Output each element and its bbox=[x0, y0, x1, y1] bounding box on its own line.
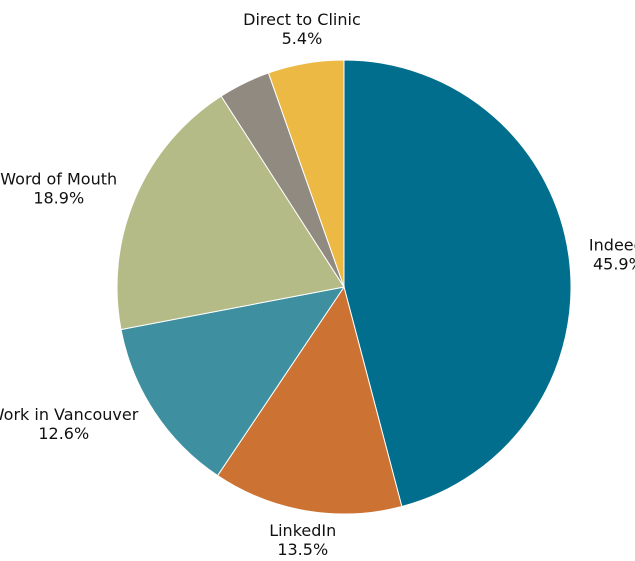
slice-label: LinkedIn bbox=[269, 521, 336, 540]
slice-value-label: 45.9% bbox=[593, 255, 635, 274]
pie-slice bbox=[267, 59, 345, 288]
slice-value-label: 12.6% bbox=[38, 424, 89, 443]
pie-slice bbox=[216, 285, 403, 515]
pie-slice bbox=[343, 59, 572, 508]
slice-label: Direct to Clinic bbox=[243, 10, 361, 29]
slice-label: Indeed bbox=[589, 236, 635, 255]
pie-slice bbox=[120, 286, 346, 477]
pie-slice bbox=[116, 95, 345, 331]
slice-value-label: 13.5% bbox=[277, 540, 328, 559]
slice-label: Word of Mouth bbox=[0, 169, 117, 188]
slice-value-label: 5.4% bbox=[282, 29, 323, 48]
slice-value-label: 18.9% bbox=[33, 188, 84, 207]
slice-label: Work in Vancouver bbox=[0, 405, 139, 424]
